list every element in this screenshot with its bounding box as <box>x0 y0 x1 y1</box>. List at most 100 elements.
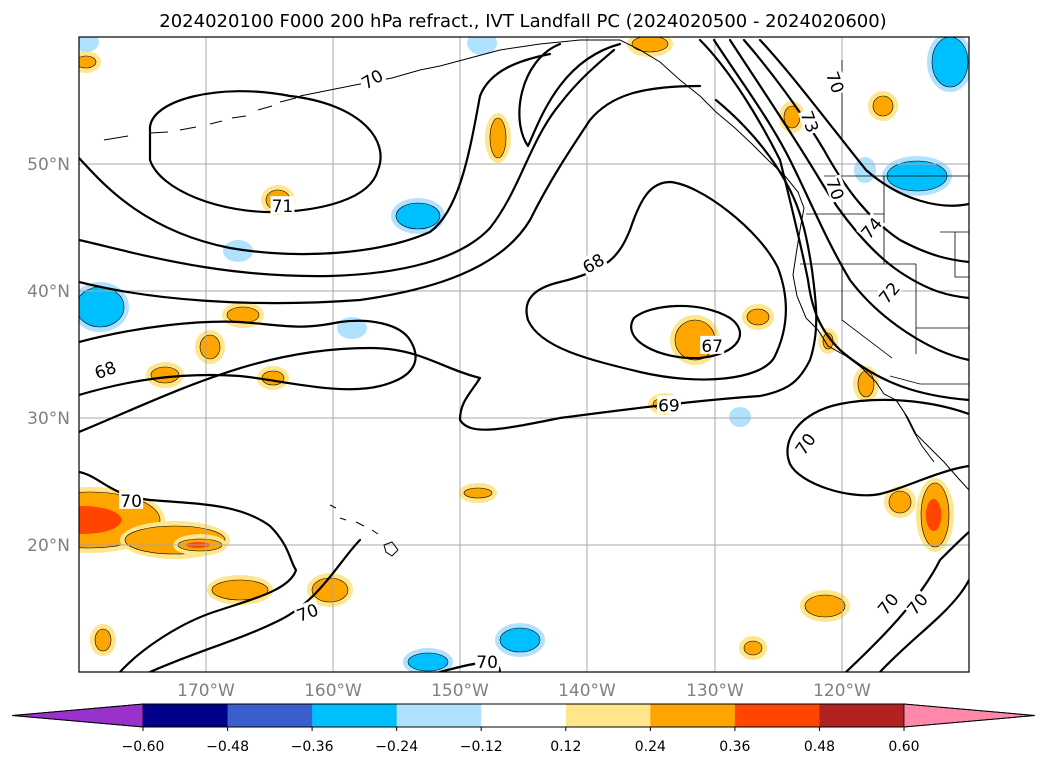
shaded-patch <box>195 330 225 364</box>
border-idaho <box>883 176 916 265</box>
contour-69-loop <box>518 42 622 148</box>
contour-label: 69 <box>658 397 680 417</box>
colorbar-segment <box>312 704 398 727</box>
colorbar-tick-label: −0.24 <box>375 739 418 755</box>
coastlines <box>103 39 969 557</box>
contour-label-background <box>475 652 500 671</box>
contour-label-background <box>902 588 932 619</box>
contour-71-closed <box>148 90 382 214</box>
shaded-anomaly-layer <box>79 37 969 672</box>
coastline-alaska-bc <box>299 39 805 209</box>
lon-label-120w: 120°W <box>813 681 871 701</box>
contour-label: 70 <box>120 492 142 512</box>
contour-label-background <box>578 248 608 277</box>
contour-70-north-b <box>79 48 616 278</box>
contour-73 <box>712 38 969 362</box>
shaded-patch-mid <box>463 487 493 499</box>
contour-label-background <box>856 212 886 243</box>
shaded-patch <box>868 91 898 121</box>
shaded-patch <box>818 328 838 354</box>
contour-label-background <box>700 335 725 354</box>
latitude-labels: 50°N 40°N 30°N 20°N <box>27 155 70 556</box>
shaded-patch-outer <box>223 240 253 262</box>
shaded-patch-outer <box>729 407 751 427</box>
contour-70-east <box>698 38 969 402</box>
shaded-patch-mid <box>743 640 763 656</box>
lat-label-30n: 30°N <box>27 409 70 429</box>
contour-70-baja <box>786 398 969 497</box>
colorbar-segment <box>819 704 905 727</box>
shaded-patch-mid <box>931 37 969 88</box>
lon-label-140w: 140°W <box>558 681 616 701</box>
shaded-patch <box>79 37 99 52</box>
colorbar-segment <box>481 704 567 727</box>
coastline-hawaii <box>329 504 399 557</box>
coastline-baja <box>895 399 935 463</box>
contour-label: 71 <box>272 197 294 217</box>
colorbar-segment <box>143 704 229 727</box>
contour-74 <box>728 38 969 300</box>
colorbar-tick-label: −0.60 <box>122 739 165 755</box>
colorbar-segment <box>734 704 820 727</box>
shaded-patch <box>627 37 673 57</box>
shaded-patch-mid <box>211 579 269 601</box>
contour-70-north <box>79 52 552 256</box>
map-frame <box>78 36 970 673</box>
shaded-patch-mid <box>79 286 125 328</box>
lon-label-170w: 170°W <box>177 681 235 701</box>
colorbar-tick-label: −0.36 <box>291 739 334 755</box>
contour-72 <box>742 38 969 264</box>
shaded-patch <box>90 624 116 656</box>
colorbar-tick-label: 0.60 <box>888 739 919 755</box>
lat-label-20n: 20°N <box>27 536 70 556</box>
contour-label-background <box>874 277 904 308</box>
contour-label-background <box>292 599 322 625</box>
shaded-patch <box>459 483 497 503</box>
coastline-aleutians <box>103 97 297 141</box>
graticule <box>79 37 969 672</box>
colorbar-tick-label: 0.12 <box>550 739 581 755</box>
shaded-patch-mid <box>888 490 912 514</box>
shaded-patch-mid <box>94 628 112 652</box>
lat-label-40n: 40°N <box>27 282 70 302</box>
contour-70-southeast-b <box>878 578 969 672</box>
colorbar-extend-min <box>11 703 144 728</box>
contour-label-background <box>119 490 144 509</box>
map-title: 2024020100 F000 200 hPa refract., IVT La… <box>159 11 886 32</box>
shaded-patch <box>146 362 184 388</box>
shaded-patch <box>884 486 916 518</box>
lat-label-50n: 50°N <box>27 155 70 175</box>
shaded-patch-mid <box>857 370 875 398</box>
shaded-patch-mid <box>804 594 846 618</box>
contour-label-background <box>270 196 295 215</box>
longitude-labels: 170°W 160°W 150°W 140°W 130°W 120°W <box>177 681 871 701</box>
colorbar-segment <box>227 704 313 727</box>
shaded-patch <box>916 478 954 552</box>
colorbar: −0.60 −0.48 −0.36 −0.24 −0.12 0.12 0.24 0.36 0.4… <box>11 703 1036 755</box>
shaded-patch <box>739 636 767 660</box>
shaded-patch <box>742 304 774 330</box>
border-us-mexico <box>889 375 969 385</box>
shaded-patch-outer <box>467 37 497 55</box>
shaded-patch <box>485 113 511 163</box>
shaded-patch <box>223 240 253 262</box>
contour-label-background <box>790 428 819 459</box>
colorbar-segment <box>565 704 651 727</box>
contour-69-central <box>79 98 818 434</box>
contour-label-background <box>823 67 849 97</box>
border-wyoming <box>954 232 969 278</box>
contour-69-northwest <box>79 84 702 305</box>
contour-label-background <box>823 174 849 204</box>
colorbar-extend-max <box>903 703 1036 728</box>
contour-70-southwest-b <box>148 538 362 672</box>
contour-71-east <box>758 38 969 207</box>
shaded-patch <box>853 366 879 402</box>
contour-68-west <box>79 319 417 397</box>
contour-67-closed <box>630 304 741 360</box>
lon-label-160w: 160°W <box>304 681 362 701</box>
colorbar-segment <box>650 704 736 727</box>
lon-label-150w: 150°W <box>431 681 489 701</box>
colorbar-tick-label: −0.12 <box>460 739 503 755</box>
